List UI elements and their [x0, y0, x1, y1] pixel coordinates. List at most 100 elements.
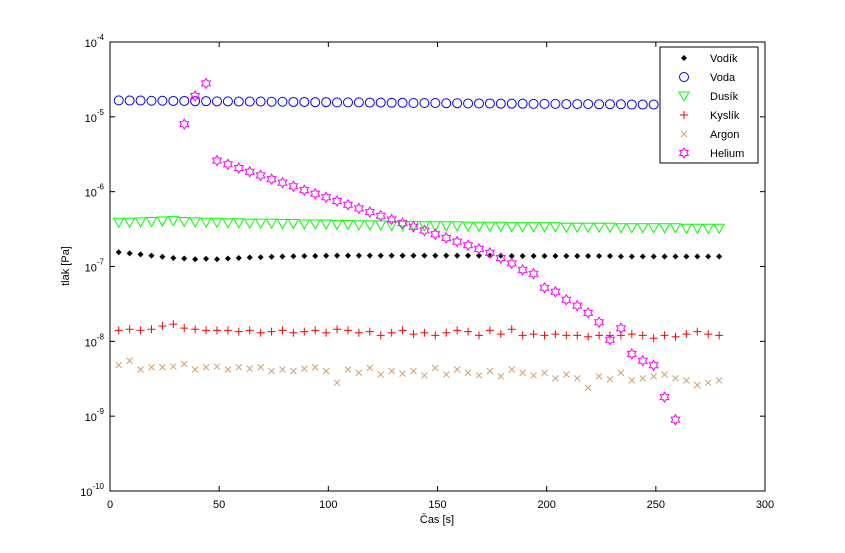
point [310, 187, 321, 200]
legend-label: Helium [710, 148, 744, 160]
point [365, 327, 374, 336]
point [648, 99, 659, 110]
point [647, 223, 660, 234]
point [486, 252, 493, 259]
point [582, 306, 594, 319]
point [562, 331, 571, 340]
point [137, 251, 144, 258]
point [505, 222, 518, 233]
point [615, 99, 626, 110]
point [342, 219, 354, 231]
y-tick-label: 10-4 [85, 33, 105, 50]
point [375, 97, 386, 108]
point [584, 384, 592, 392]
legend-label: Kyslík [710, 110, 740, 122]
point [311, 326, 320, 335]
legend-marker [680, 111, 688, 119]
point [146, 95, 157, 106]
point [148, 363, 155, 371]
point [181, 255, 188, 262]
point [441, 98, 452, 109]
point [682, 330, 691, 339]
x-tick-label: 300 [756, 499, 774, 511]
point [266, 96, 277, 107]
point [473, 242, 485, 255]
series [113, 95, 725, 110]
point [233, 96, 244, 107]
point [497, 373, 505, 380]
point [615, 223, 627, 234]
point [453, 326, 462, 335]
point [125, 325, 134, 334]
point [410, 252, 417, 259]
point [627, 330, 636, 339]
legend-label: Dusík [710, 91, 739, 103]
point [224, 366, 232, 373]
point [114, 326, 123, 335]
point [507, 325, 516, 334]
point [495, 252, 506, 264]
point [494, 221, 507, 233]
point [464, 327, 473, 336]
point [418, 221, 431, 232]
point [551, 330, 560, 339]
point [453, 366, 461, 373]
point [169, 363, 177, 370]
point [715, 377, 723, 384]
point [464, 369, 472, 377]
point [693, 327, 702, 336]
point [290, 367, 297, 375]
point [323, 252, 330, 259]
point [246, 365, 254, 373]
point [451, 235, 463, 248]
point [190, 96, 201, 107]
point [331, 219, 343, 231]
x-tick-label: 50 [213, 499, 225, 511]
point [179, 95, 190, 106]
point [363, 220, 376, 231]
point [244, 96, 255, 107]
point [159, 253, 166, 260]
point [518, 331, 527, 340]
point [387, 328, 396, 337]
point [617, 253, 624, 260]
point [257, 363, 265, 371]
legend-marker [681, 55, 687, 61]
point [136, 326, 145, 335]
point [693, 381, 701, 389]
point [683, 377, 690, 384]
point [484, 98, 495, 109]
point [287, 219, 300, 230]
point [702, 223, 715, 235]
point [484, 246, 496, 259]
point [113, 95, 124, 106]
point [192, 256, 199, 263]
point [311, 363, 319, 371]
legend-label: Vodík [710, 53, 738, 65]
point [265, 218, 278, 230]
point [157, 95, 168, 106]
y-tick-label: 10-8 [85, 332, 105, 349]
point [169, 320, 178, 329]
point [310, 97, 321, 108]
point [300, 327, 309, 336]
point [715, 331, 724, 340]
point [202, 363, 210, 371]
point [309, 219, 322, 231]
point [279, 366, 286, 373]
point [541, 369, 548, 377]
point [301, 253, 308, 260]
x-tick-label: 250 [647, 499, 665, 511]
point [300, 365, 308, 373]
point [244, 165, 255, 178]
point [399, 370, 406, 377]
point [126, 357, 134, 365]
point [595, 331, 604, 340]
point [431, 364, 439, 372]
point [496, 330, 505, 339]
point [683, 253, 690, 260]
point [342, 97, 353, 108]
point [398, 326, 407, 335]
point [235, 363, 243, 371]
